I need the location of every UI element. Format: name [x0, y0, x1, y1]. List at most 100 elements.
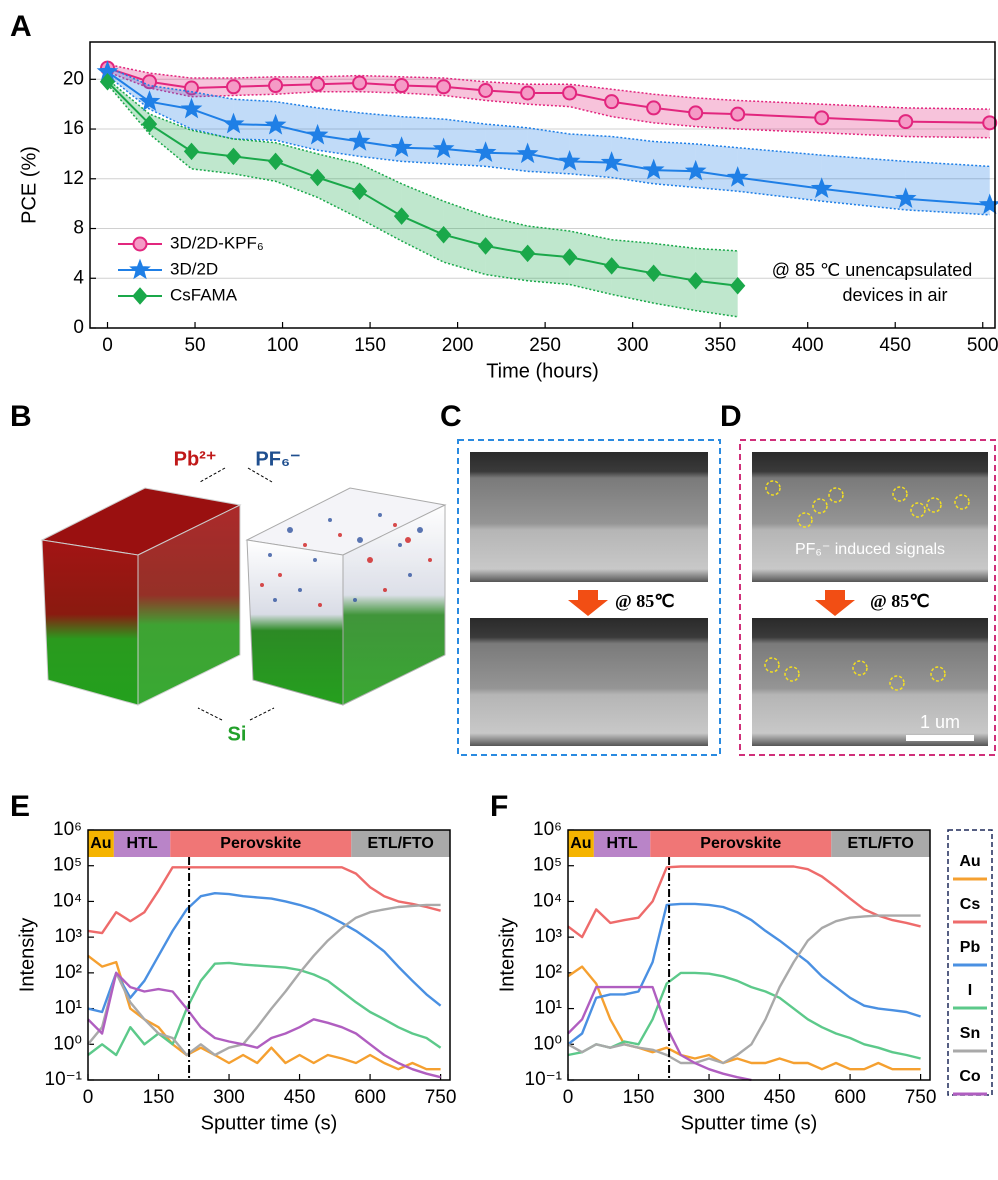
error-band [486, 216, 528, 281]
y-tick-label: 10⁶ [533, 819, 562, 840]
error-band [360, 113, 402, 161]
y-axis-label: Intensity [16, 918, 38, 992]
series-line [568, 967, 921, 1070]
x-tick-label: 450 [764, 1087, 796, 1108]
legend-marker [131, 260, 150, 278]
y-tick-label: 10² [535, 962, 562, 983]
y-axis-label: PCE (%) [18, 146, 40, 224]
data-point [437, 80, 450, 93]
y-tick-label: 10⁴ [53, 890, 82, 911]
x-tick-label: 500 [967, 335, 998, 356]
region-label: ETL/FTO [367, 835, 433, 852]
error-band [486, 124, 528, 171]
series-line [88, 867, 441, 933]
legend-label: Cs [960, 896, 981, 913]
data-point [269, 79, 282, 92]
error-band [906, 161, 990, 214]
data-point [521, 86, 534, 99]
data-point [815, 111, 828, 124]
legend-label: 3D/2D [170, 259, 218, 278]
series-line [568, 904, 921, 1044]
annotation: @ 85 ℃ unencapsulated [772, 260, 973, 280]
x-tick-label: 600 [834, 1087, 866, 1108]
x-tick-label: 750 [905, 1087, 937, 1108]
y-tick-label: 10³ [535, 926, 562, 947]
y-axis-label: Intensity [496, 918, 518, 992]
panel-letter: C [440, 400, 462, 433]
region-label: Perovskite [700, 835, 781, 852]
data-point [731, 108, 744, 121]
panel-letter: A [10, 10, 32, 43]
sem-image-panel: @ 85℃ [458, 440, 720, 755]
condition-label: @ 85℃ [615, 591, 674, 611]
tof-sims-image: Pb²⁺ PF₆⁻ Si [42, 448, 445, 745]
x-tick-label: 450 [284, 1087, 316, 1108]
x-tick-label: 100 [267, 335, 299, 356]
region-label: HTL [127, 835, 158, 852]
region-label: Au [90, 835, 111, 852]
y-tick-label: 8 [73, 218, 84, 239]
data-point [311, 78, 324, 91]
panel-letter: D [720, 400, 742, 433]
y-tick-label: 10⁰ [53, 1033, 82, 1054]
x-tick-label: 150 [143, 1087, 175, 1108]
panel-letter: F [490, 790, 508, 823]
y-tick-label: 20 [63, 68, 84, 89]
x-axis-label: Sputter time (s) [201, 1112, 338, 1134]
scale-bar-label: 1 um [920, 712, 960, 732]
x-tick-label: 750 [425, 1087, 457, 1108]
x-tick-label: 150 [354, 335, 386, 356]
panel-letter: E [10, 790, 30, 823]
image-label: Pb²⁺ [174, 448, 217, 470]
legend-label: Sn [960, 1025, 980, 1042]
legend-label: 3D/2D-KPF₆ [170, 233, 264, 252]
y-tick-label: 10¹ [55, 998, 82, 1019]
data-point [353, 77, 366, 90]
y-tick-label: 12 [63, 168, 84, 189]
y-tick-label: 10⁰ [533, 1033, 562, 1054]
error-band [738, 148, 822, 201]
y-tick-label: 10⁻¹ [525, 1069, 563, 1090]
image-label: Si [228, 723, 247, 745]
error-band [444, 119, 486, 166]
region-label: Au [570, 835, 591, 852]
figure: A B C D E F Pb²⁺ PF₆⁻ Si [0, 0, 998, 1180]
series-line [88, 956, 441, 1069]
legend-label: CsFAMA [170, 285, 238, 304]
x-tick-label: 200 [442, 335, 474, 356]
condition-label: @ 85℃ [870, 591, 929, 611]
y-tick-label: 10⁵ [53, 855, 82, 876]
series-line [568, 916, 921, 1063]
series-line [88, 963, 441, 1055]
data-point [899, 115, 912, 128]
legend-marker [134, 238, 147, 251]
region-label: HTL [607, 835, 638, 852]
error-band [402, 184, 444, 262]
y-tick-label: 10⁻¹ [45, 1069, 83, 1090]
x-tick-label: 400 [792, 335, 824, 356]
series-line [88, 893, 441, 1012]
y-tick-label: 10¹ [535, 998, 562, 1019]
x-axis-label: Time (hours) [486, 360, 599, 382]
legend-label: Pb [960, 939, 981, 956]
x-axis-label: Sputter time (s) [681, 1112, 818, 1134]
data-point [689, 106, 702, 119]
y-tick-label: 16 [63, 118, 84, 139]
x-tick-label: 300 [617, 335, 649, 356]
y-tick-label: 4 [73, 267, 84, 288]
error-band [318, 154, 360, 219]
error-band [570, 231, 612, 294]
x-tick-label: 350 [704, 335, 736, 356]
y-tick-label: 10² [55, 962, 82, 983]
legend-label: I [968, 982, 972, 999]
region-label: Perovskite [220, 835, 301, 852]
series-line [88, 905, 441, 1055]
x-tick-label: 0 [102, 335, 113, 356]
data-point [605, 95, 618, 108]
x-tick-label: 50 [184, 335, 205, 356]
x-tick-label: 0 [563, 1087, 574, 1108]
data-point [563, 86, 576, 99]
y-tick-label: 10³ [55, 926, 82, 947]
series-line [88, 973, 441, 1077]
x-tick-label: 450 [879, 335, 911, 356]
